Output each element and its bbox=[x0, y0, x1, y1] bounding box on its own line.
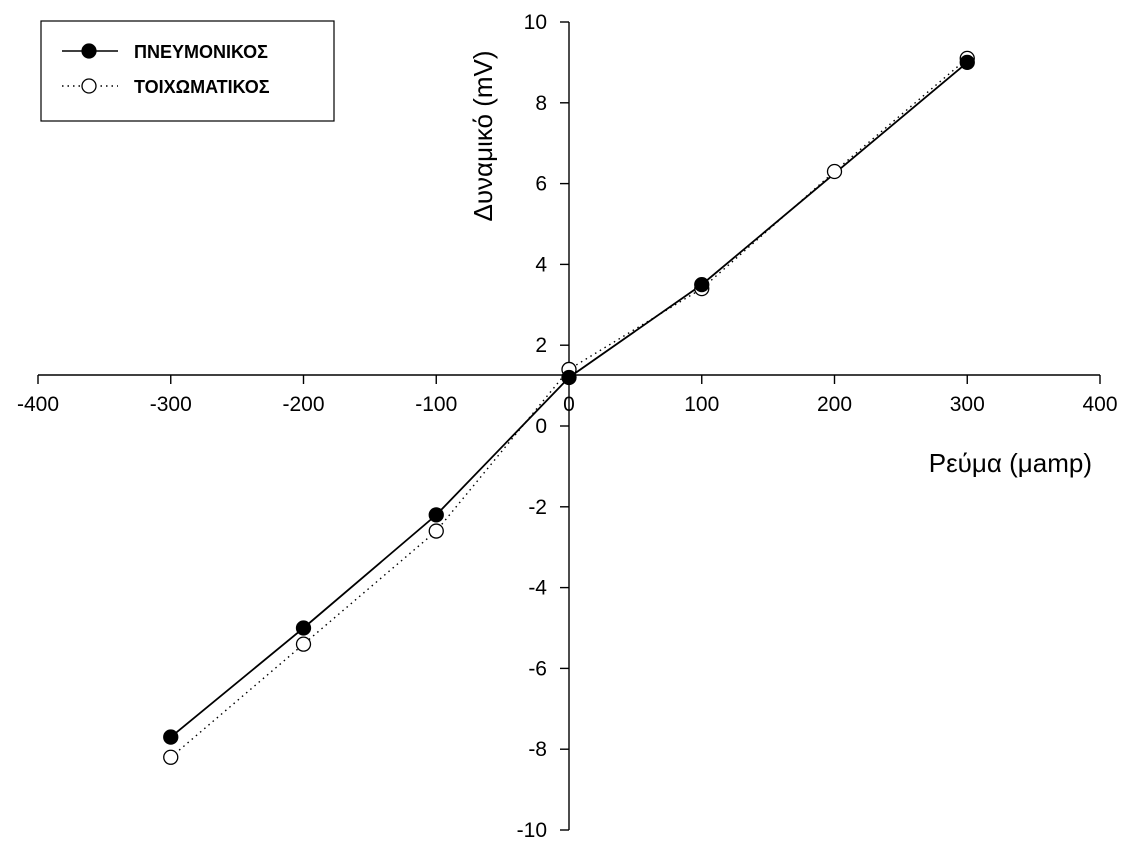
point-pneumonikos bbox=[959, 54, 975, 71]
legend-label-pneumonikos: ΠΝΕΥΜΟΝΙΚΟΣ bbox=[134, 42, 268, 62]
y-tick-label: 2 bbox=[535, 334, 547, 357]
y-axis-title: Δυναμικό (mV) bbox=[468, 50, 498, 221]
series-layer bbox=[163, 50, 975, 765]
x-tick-label: 200 bbox=[817, 393, 852, 416]
x-tick-label: 400 bbox=[1082, 393, 1117, 416]
x-tick-label: 100 bbox=[684, 393, 719, 416]
y-tick-label: 6 bbox=[535, 173, 547, 196]
x-tick-label: -300 bbox=[150, 393, 192, 416]
legend: ΠΝΕΥΜΟΝΙΚΟΣ ΤΟΙΧΩΜΑΤΙΚΟΣ bbox=[40, 20, 335, 122]
x-tick-label: -100 bbox=[415, 393, 457, 416]
x-tick-label: -200 bbox=[282, 393, 324, 416]
legend-label-toichomatikos: ΤΟΙΧΩΜΑΤΙΚΟΣ bbox=[134, 77, 270, 97]
legend-marker-toichomatikos bbox=[81, 78, 97, 94]
y-tick-label: -10 bbox=[517, 819, 547, 841]
y-tick-label: 0 bbox=[535, 415, 547, 438]
point-pneumonikos bbox=[428, 507, 444, 523]
y-tick-label: 8 bbox=[535, 92, 547, 115]
series-line-pneumonikos bbox=[170, 61, 968, 738]
x-tick-label: -400 bbox=[17, 393, 59, 416]
x-tick-label: 300 bbox=[950, 393, 985, 416]
legend-marker-pneumonikos bbox=[81, 43, 97, 59]
legend-box bbox=[40, 20, 335, 122]
y-tick-label: -8 bbox=[528, 738, 547, 761]
point-pneumonikos bbox=[163, 729, 179, 745]
y-tick-label: 4 bbox=[535, 253, 547, 276]
x-axis-title: Ρεύμα (μamp) bbox=[929, 448, 1092, 478]
point-pneumonikos bbox=[694, 276, 710, 293]
point-toichomatikos bbox=[428, 523, 444, 539]
point-toichomatikos bbox=[163, 749, 179, 765]
y-tick-label: -2 bbox=[528, 496, 547, 519]
y-tick-label: -4 bbox=[528, 577, 547, 600]
point-pneumonikos bbox=[295, 620, 312, 636]
point-toichomatikos bbox=[295, 636, 312, 652]
y-tick-label: -6 bbox=[528, 657, 547, 680]
x-tick-label: 0 bbox=[563, 393, 575, 416]
legend-entry-toichomatikos: ΤΟΙΧΩΜΑΤΙΚΟΣ bbox=[62, 77, 270, 97]
point-toichomatikos bbox=[826, 163, 843, 180]
y-tick-label: 10 bbox=[524, 11, 547, 34]
axes: -400 -300 -200 -100 0 100 200 300 400-10-8-6-4-2… bbox=[17, 11, 1118, 841]
point-pneumonikos bbox=[561, 369, 577, 386]
legend-entry-pneumonikos: ΠΝΕΥΜΟΝΙΚΟΣ bbox=[62, 42, 268, 62]
